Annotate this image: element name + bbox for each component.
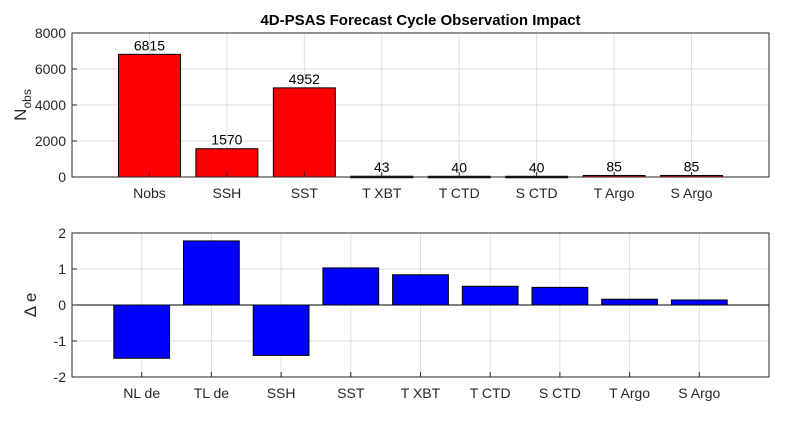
chart-title: 4D-PSAS Forecast Cycle Observation Impac… xyxy=(260,12,580,29)
obs-count-y-ticks: 0 2000 4000 6000 8000 xyxy=(35,25,77,185)
error-impact-y-tick-label: 2 xyxy=(58,225,66,241)
obs-count-x-tick-label: T Argo xyxy=(594,185,635,201)
obs-count-y-tick-label: 6000 xyxy=(35,61,66,77)
error-impact-x-tick-label: S CTD xyxy=(539,385,581,401)
obs-count-x-tick-label: T CTD xyxy=(439,185,480,201)
obs-count-chart: 0 2000 4000 6000 8000 Nobs SSH SST T XBT T CTD S … xyxy=(11,12,770,201)
obs-count-y-tick-label: 8000 xyxy=(35,25,66,41)
error-impact-x-ticks: NL de TL de SSH SST T XBT T CTD S CTD T Argo S A… xyxy=(123,372,721,401)
error-impact-bar-s-argo xyxy=(670,299,728,306)
error-impact-x-tick-label: S Argo xyxy=(678,385,720,401)
obs-count-data-label: 43 xyxy=(374,159,390,175)
obs-count-x-tick-label: SST xyxy=(291,185,319,201)
obs-count-x-tick-label: SSH xyxy=(212,185,241,201)
error-impact-y-ticks: -2 -1 0 1 2 xyxy=(54,225,77,385)
obs-count-y-tick-label: 2000 xyxy=(35,133,66,149)
error-impact-y-axis-label: Δ e xyxy=(21,293,40,318)
error-impact-chart: -2 -1 0 1 2 NL de TL de SSH SST T XBT T CTD S CTD T… xyxy=(21,225,770,401)
obs-count-x-tick-label: T XBT xyxy=(362,185,402,201)
obs-count-bar-nobs xyxy=(117,53,181,178)
error-impact-y-tick-label: -2 xyxy=(54,369,67,385)
obs-count-y-axis-label: Nobs xyxy=(11,89,34,121)
obs-count-data-label: 4952 xyxy=(289,71,320,87)
obs-count-data-label: 6815 xyxy=(134,37,165,53)
y-axis-label-main: N xyxy=(11,109,30,121)
error-impact-bar-nl-de xyxy=(113,304,171,359)
error-impact-y-tick-label: -1 xyxy=(54,333,67,349)
error-impact-x-tick-label: T CTD xyxy=(470,385,511,401)
obs-count-grid xyxy=(72,32,769,178)
error-impact-bar-t-ctd xyxy=(461,285,519,306)
error-impact-x-tick-label: T XBT xyxy=(401,385,441,401)
y-axis-label-subscript: obs xyxy=(20,89,34,108)
obs-count-y-tick-label: 0 xyxy=(58,169,66,185)
obs-count-data-label: 85 xyxy=(684,158,700,174)
error-impact-bar-tl-de xyxy=(183,240,240,306)
error-impact-bar-s-ctd xyxy=(531,286,589,306)
error-impact-x-tick-label: SSH xyxy=(267,385,296,401)
error-impact-bar-t-argo xyxy=(601,298,658,306)
obs-count-x-tick-label: S Argo xyxy=(671,185,713,201)
obs-count-data-label: 40 xyxy=(529,159,545,175)
error-impact-y-tick-label: 0 xyxy=(58,297,66,313)
error-impact-bars xyxy=(113,240,728,359)
obs-count-data-labels: 6815 1570 4952 43 40 40 85 85 xyxy=(134,37,700,175)
obs-count-data-label: 40 xyxy=(451,159,467,175)
obs-count-x-tick-label: Nobs xyxy=(133,185,166,201)
error-impact-x-tick-label: T Argo xyxy=(609,385,650,401)
obs-count-bar-sst xyxy=(272,87,336,178)
obs-count-y-tick-label: 4000 xyxy=(35,97,66,113)
obs-count-data-label: 85 xyxy=(606,158,622,174)
obs-count-bars xyxy=(117,53,724,179)
error-impact-x-tick-label: SST xyxy=(337,385,365,401)
error-impact-bar-ssh xyxy=(252,304,310,356)
obs-count-x-ticks: Nobs SSH SST T XBT T CTD S CTD T Argo S Argo xyxy=(133,172,713,201)
obs-count-x-tick-label: S CTD xyxy=(516,185,558,201)
error-impact-x-tick-label: TL de xyxy=(194,385,229,401)
obs-count-data-label: 1570 xyxy=(211,132,242,148)
error-impact-bar-t-xbt xyxy=(392,274,449,306)
error-impact-bar-sst xyxy=(322,267,380,306)
error-impact-x-tick-label: NL de xyxy=(123,385,160,401)
error-impact-y-tick-label: 1 xyxy=(58,261,66,277)
